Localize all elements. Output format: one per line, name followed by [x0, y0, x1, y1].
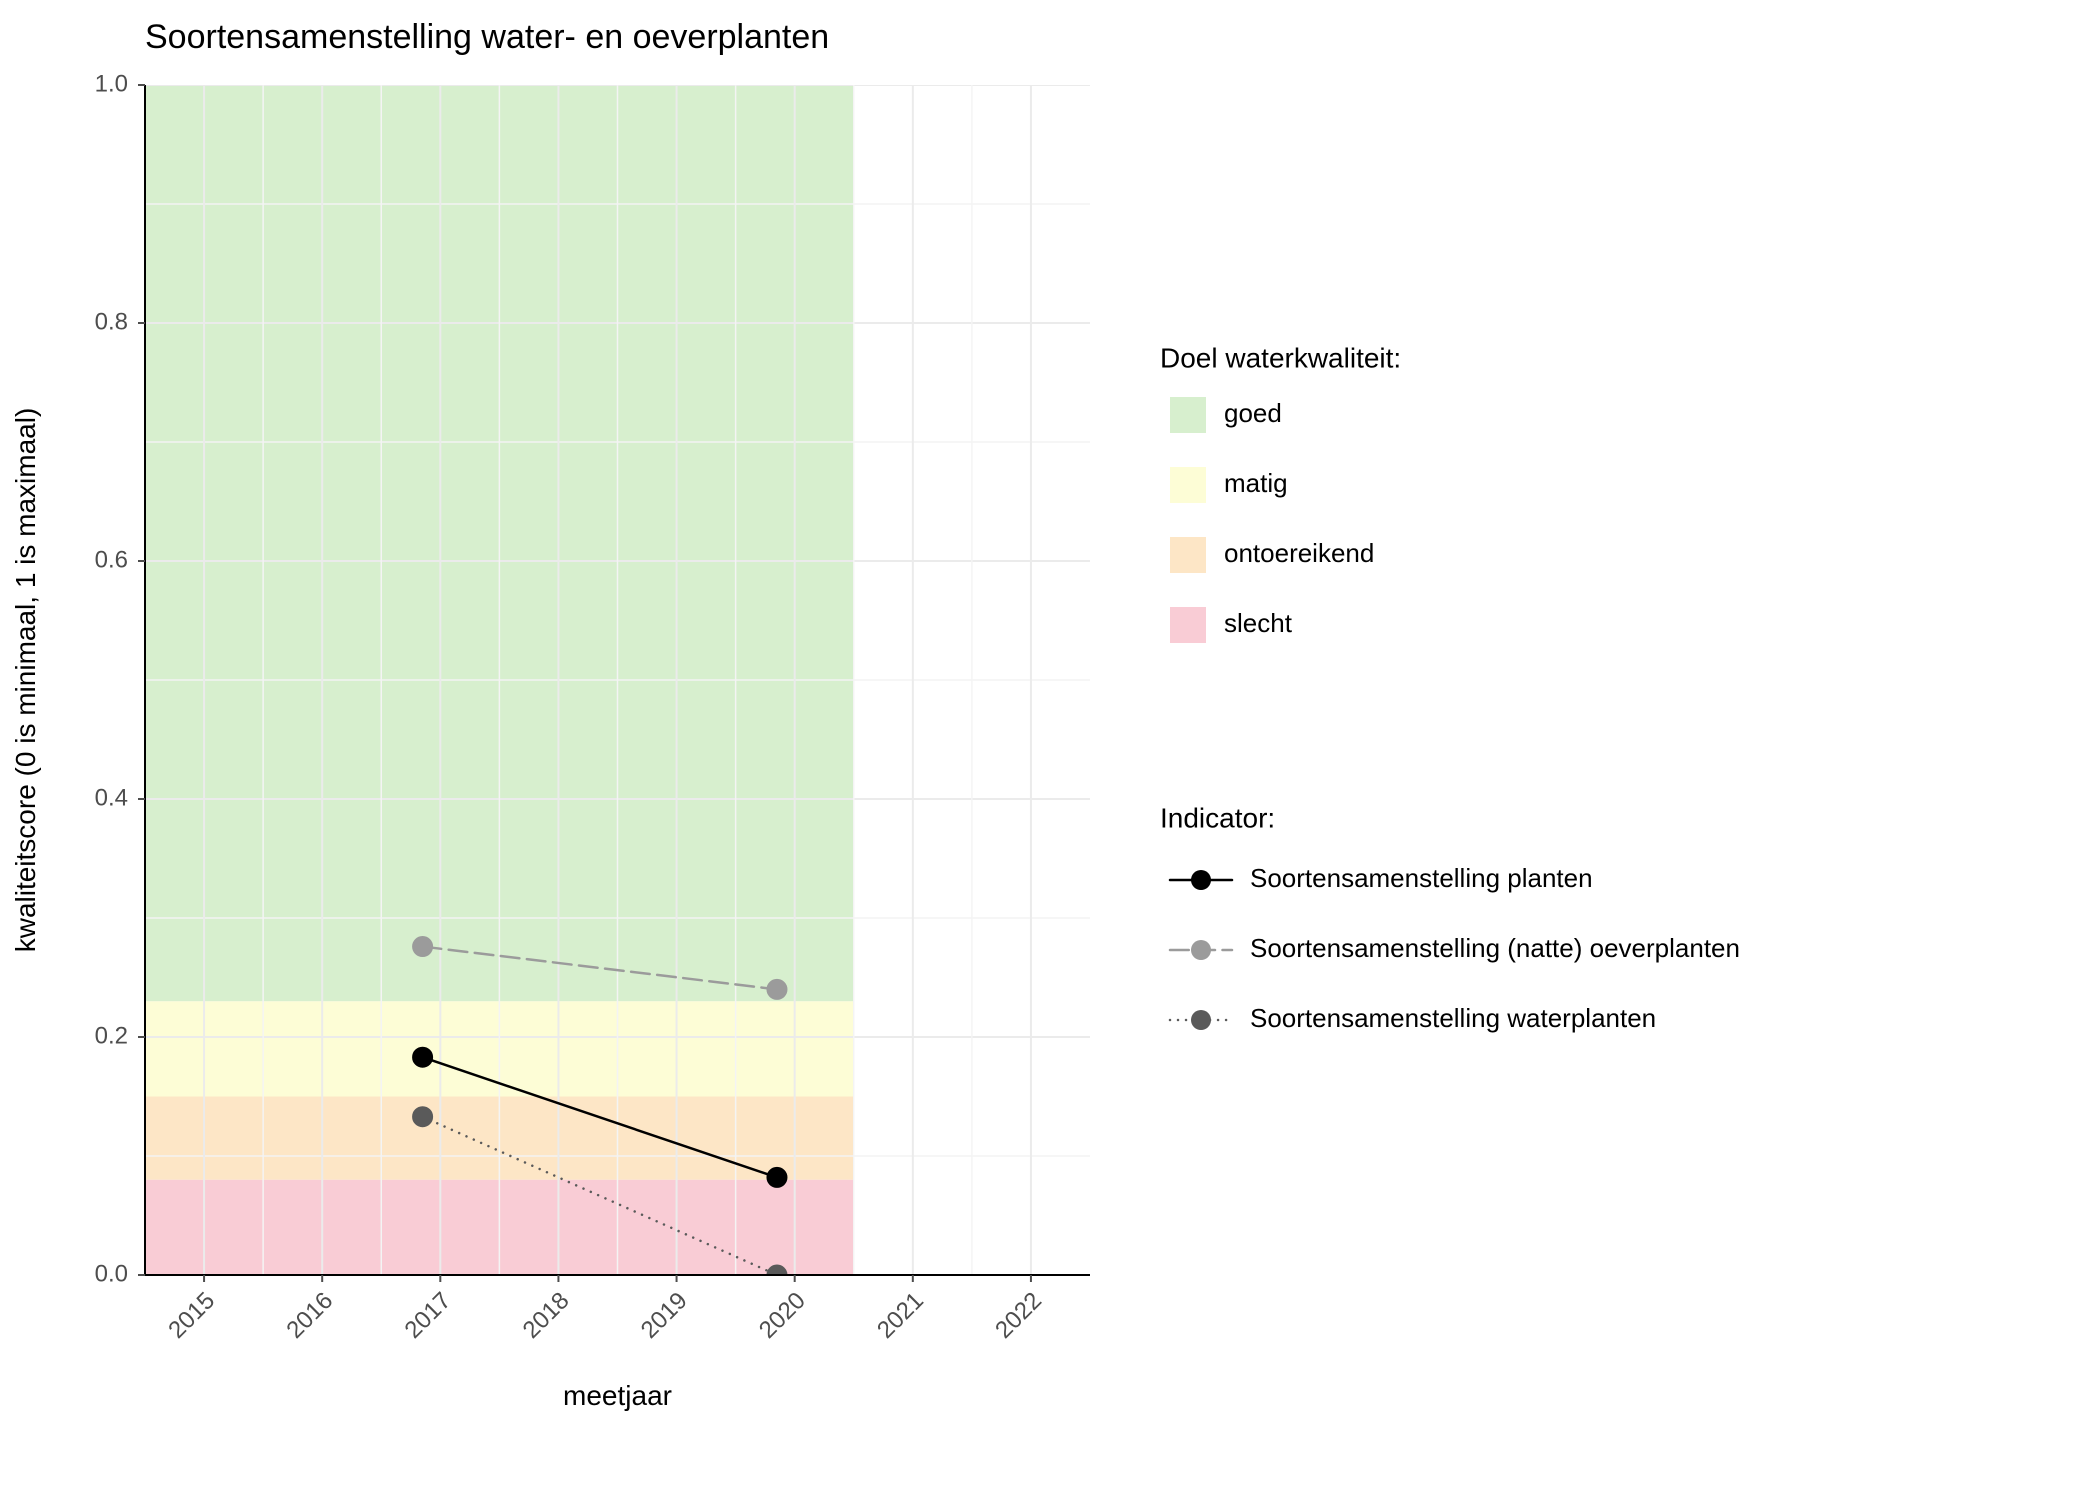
- y-tick-label: 0.2: [95, 1022, 128, 1049]
- series-point-waterplanten: [413, 1107, 433, 1127]
- y-tick-label: 0.4: [95, 784, 128, 811]
- series-point-planten: [767, 1167, 787, 1187]
- y-tick-label: 1.0: [95, 70, 128, 97]
- x-tick-label: 2022: [990, 1287, 1047, 1344]
- x-tick-label: 2016: [281, 1287, 338, 1344]
- legend-series-marker-planten: [1191, 870, 1211, 890]
- chart-title: Soortensamenstelling water- en oeverplan…: [145, 18, 829, 56]
- x-tick-label: 2017: [400, 1287, 457, 1344]
- legend-label-goed: goed: [1224, 398, 1282, 428]
- legend-swatch-goed: [1170, 397, 1206, 433]
- legend-series-title: Indicator:: [1160, 802, 1275, 833]
- y-tick-label: 0.0: [95, 1260, 128, 1287]
- x-tick-label: 2015: [163, 1287, 220, 1344]
- x-tick-label: 2019: [636, 1287, 693, 1344]
- series-point-planten: [413, 1047, 433, 1067]
- series-point-oeverplanten: [413, 937, 433, 957]
- y-tick-label: 0.6: [95, 546, 128, 573]
- x-tick-label: 2021: [872, 1287, 929, 1344]
- legend-series-marker-waterplanten: [1191, 1010, 1211, 1030]
- legend-bands-title: Doel waterkwaliteit:: [1160, 342, 1401, 373]
- legend-series-label-oeverplanten: Soortensamenstelling (natte) oeverplante…: [1250, 933, 1740, 963]
- series-point-oeverplanten: [767, 979, 787, 999]
- x-axis-label: meetjaar: [563, 1380, 672, 1411]
- legend-swatch-matig: [1170, 467, 1206, 503]
- legend-label-matig: matig: [1224, 468, 1288, 498]
- legend-label-slecht: slecht: [1224, 608, 1293, 638]
- legend-series-label-waterplanten: Soortensamenstelling waterplanten: [1250, 1003, 1656, 1033]
- y-tick-label: 0.8: [95, 308, 128, 335]
- chart-svg: 0.0 0.2 0.4 0.6 0.8 1.0 2015 2016 2017 2018 2019 20…: [0, 0, 2100, 1500]
- legend-swatch-ontoereikend: [1170, 537, 1206, 573]
- legend-series-label-planten: Soortensamenstelling planten: [1250, 863, 1593, 893]
- legend-label-ontoereikend: ontoereikend: [1224, 538, 1374, 568]
- legend-swatch-slecht: [1170, 607, 1206, 643]
- legend-series-marker-oeverplanten: [1191, 940, 1211, 960]
- x-tick-label: 2020: [754, 1287, 811, 1344]
- x-tick-label: 2018: [518, 1287, 575, 1344]
- y-axis-label: kwaliteitscore (0 is minimaal, 1 is maxi…: [10, 408, 41, 953]
